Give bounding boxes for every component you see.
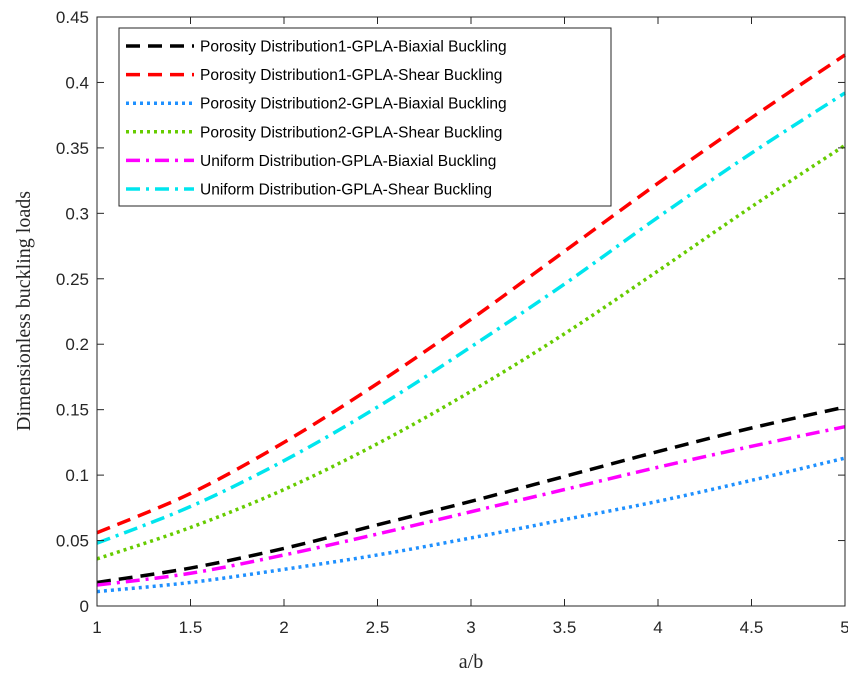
series-layer [96, 53, 846, 594]
y-tick-label: 0.3 [65, 204, 89, 223]
y-tick-label: 0.2 [65, 335, 89, 354]
legend-label-1: Porosity Distribution1-GPLA-Biaxial Buck… [200, 39, 507, 56]
series-line-2 [96, 53, 846, 535]
x-tick-label: 3 [466, 618, 475, 637]
x-tick-label: 3.5 [553, 618, 577, 637]
legend-label-2: Porosity Distribution1-GPLA-Shear Buckli… [200, 67, 502, 84]
x-axis-title: a/b [459, 651, 483, 673]
y-tick-label: 0.35 [56, 139, 89, 158]
x-tick-label: 1 [92, 618, 101, 637]
series-line-1 [96, 405, 846, 585]
x-tick-label: 4.5 [740, 618, 764, 637]
series-line-5 [96, 424, 846, 587]
x-tick-label: 2 [279, 618, 288, 637]
y-tick-label: 0.15 [56, 401, 89, 420]
y-axis-title: Dimensionless buckling loads [13, 191, 35, 431]
series-line-3 [96, 456, 846, 594]
x-tick-label: 1.5 [179, 618, 203, 637]
legend-label-3: Porosity Distribution2-GPLA-Biaxial Buck… [200, 96, 507, 113]
y-tick-label: 0.05 [56, 532, 89, 551]
x-tick-label: 2.5 [366, 618, 390, 637]
x-tick-label: 4 [653, 618, 662, 637]
legend: Porosity Distribution1-GPLA-Biaxial Buck… [118, 27, 612, 207]
series-line-4 [96, 143, 846, 561]
series-line-6 [96, 91, 846, 545]
x-axis: 1 1.5 2 2.5 3 3.5 4 4.5 5 [92, 17, 848, 637]
x-tick-label: 5 [840, 618, 848, 637]
y-tick-label: 0.1 [65, 466, 89, 485]
legend-label-4: Porosity Distribution2-GPLA-Shear Buckli… [200, 124, 502, 141]
y-axis: 0 0.05 0.1 0.15 0.2 0.25 0.3 0.35 0.4 0.45 [56, 8, 845, 616]
legend-box [118, 27, 612, 207]
y-tick-label: 0.45 [56, 8, 89, 27]
y-tick-label: 0.4 [65, 73, 89, 92]
y-tick-label: 0 [80, 597, 89, 616]
legend-label-6: Uniform Distribution-GPLA-Shear Buckling [200, 182, 492, 199]
legend-label-5: Uniform Distribution-GPLA-Biaxial Buckli… [200, 153, 496, 170]
y-tick-label: 0.25 [56, 270, 89, 289]
